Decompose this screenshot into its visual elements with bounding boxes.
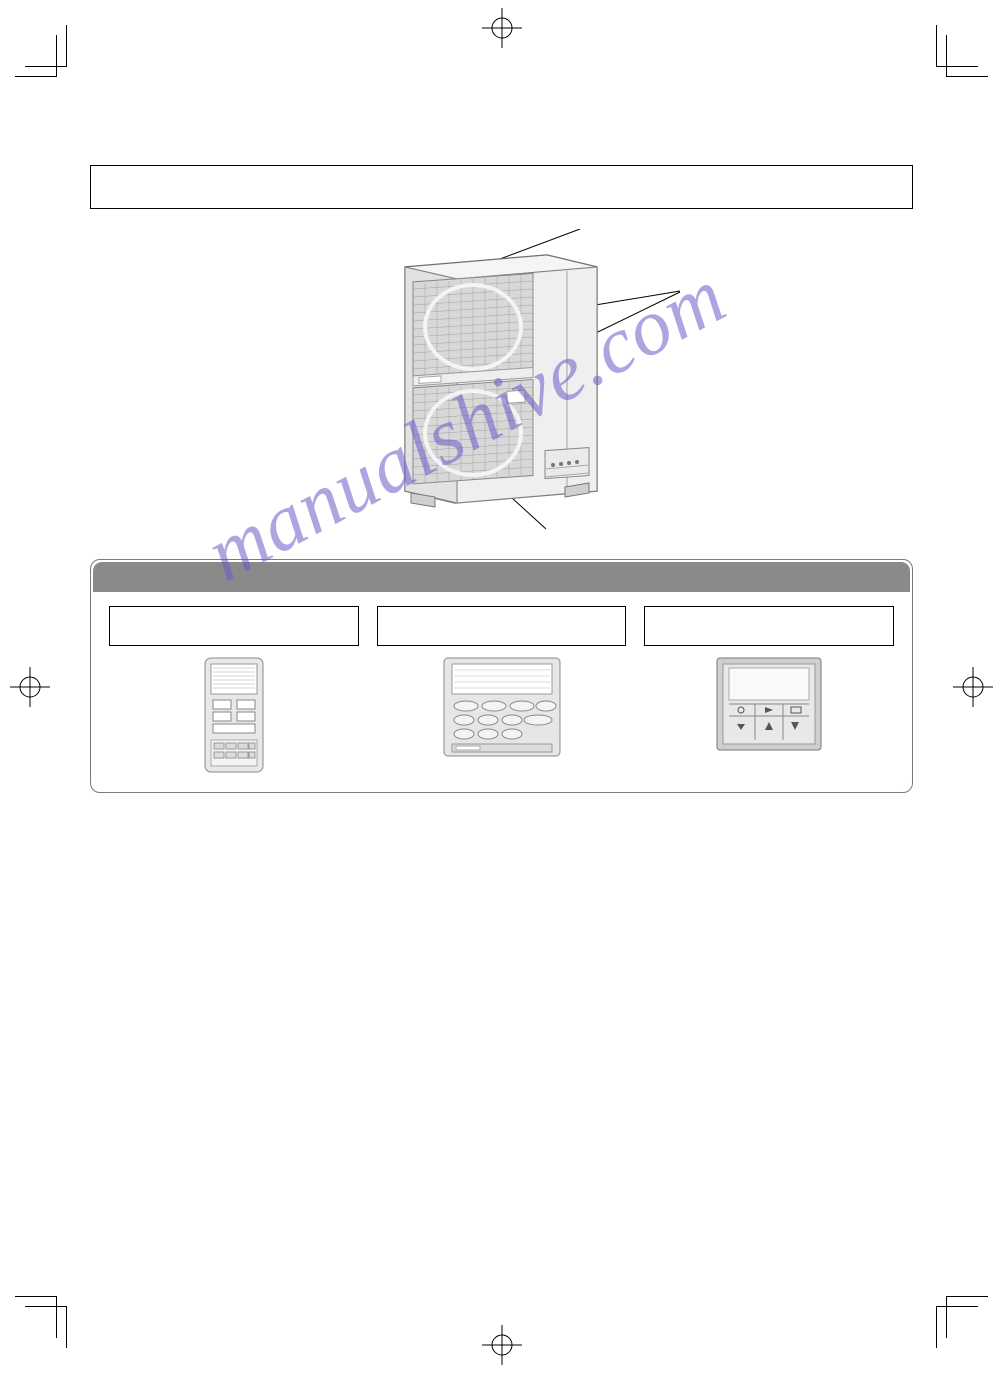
- page-content: [90, 105, 913, 1268]
- crop-mark-tr-inner: [936, 25, 978, 67]
- section-title-box: [90, 165, 913, 209]
- handheld-remote-icon: [203, 656, 265, 774]
- crop-mark-br-inner: [936, 1306, 978, 1348]
- label-simple-controller: [644, 606, 894, 646]
- crop-mark-bl-inner: [25, 1306, 67, 1348]
- wired-controller-icon: [442, 656, 562, 758]
- registration-mark-top-icon: [482, 8, 522, 48]
- registration-mark-bottom-icon: [482, 1325, 522, 1365]
- crop-mark-tl-inner: [25, 25, 67, 67]
- outdoor-unit-figure: [90, 229, 913, 539]
- col-wired-controller: [377, 606, 627, 774]
- remote-controllers-row: [91, 592, 912, 780]
- outdoor-unit-icon: [397, 249, 607, 509]
- registration-mark-right-icon: [953, 667, 993, 707]
- remote-controllers-panel: [90, 559, 913, 793]
- col-handheld-remote: [109, 606, 359, 774]
- remote-controllers-header: [93, 562, 910, 592]
- label-handheld-remote: [109, 606, 359, 646]
- label-wired-controller: [377, 606, 627, 646]
- registration-mark-left-icon: [10, 667, 50, 707]
- simple-controller-icon: [715, 656, 823, 752]
- col-simple-controller: [644, 606, 894, 774]
